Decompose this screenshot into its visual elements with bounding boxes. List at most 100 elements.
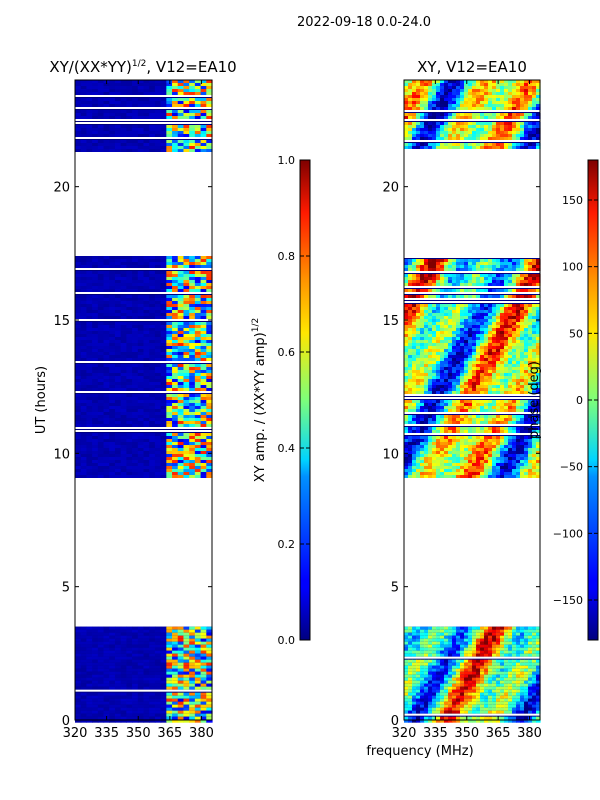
right-heatmap-cell (464, 322, 469, 325)
right-heatmap-cell (508, 346, 513, 349)
left-heatmap-cell (160, 719, 167, 723)
right-heatmap-cell (536, 719, 541, 723)
right-heatmap-cell (468, 259, 473, 262)
right-heatmap-cell (480, 665, 485, 669)
right-heatmap-cell (492, 716, 497, 720)
left-heatmap-cell (177, 83, 185, 86)
left-heatmap-cell (132, 710, 139, 714)
left-heatmap-cell (86, 698, 93, 702)
left-heatmap-cell (194, 475, 202, 478)
left-heatmap-cell (103, 89, 110, 92)
left-heatmap-cell (103, 397, 110, 400)
left-heatmap-cell (206, 259, 213, 262)
left-heatmap-cell (92, 421, 99, 424)
right-heatmap-cell (484, 659, 489, 663)
left-heatmap-cell (177, 671, 185, 675)
right-heatmap-cell (472, 692, 477, 696)
left-heatmap-cell (194, 289, 202, 292)
left-heatmap-cell (126, 89, 133, 92)
right-heatmap-cell (492, 701, 497, 705)
left-heatmap-cell (97, 322, 105, 325)
left-heatmap-cell (126, 629, 133, 633)
right-heatmap-cell (500, 310, 505, 313)
right-heatmap-cell (432, 289, 437, 292)
right-heatmap-cell (464, 328, 469, 331)
left-heatmap-cell (166, 98, 173, 101)
left-heatmap-cell (114, 283, 122, 286)
right-heatmap-cell (420, 352, 425, 355)
left-heatmap-cell (166, 134, 173, 137)
left-heatmap-cell (97, 671, 105, 675)
left-heatmap-cell (200, 698, 207, 702)
left-heatmap-cell (137, 140, 145, 143)
left-heatmap-cell (143, 424, 150, 427)
left-heatmap-cell (97, 385, 105, 388)
right-heatmap-cell (516, 686, 521, 690)
right-heatmap-cell (416, 283, 421, 286)
right-heatmap-cell (432, 644, 437, 648)
left-heatmap-cell (92, 635, 99, 639)
right-heatmap-cell (524, 283, 529, 286)
right-heatmap-cell (456, 325, 461, 328)
left-heatmap-cell (160, 629, 167, 633)
right-heatmap-cell (484, 710, 489, 714)
right-heatmap-cell (432, 259, 437, 262)
left-heatmap-cell (92, 406, 99, 409)
left-heatmap-cell (166, 143, 173, 146)
right-heatmap-cell (496, 304, 501, 307)
right-heatmap-cell (440, 277, 445, 280)
left-heatmap-cell (172, 641, 179, 645)
right-panel-title: XY, V12=EA10 (417, 58, 527, 76)
right-heatmap-cell (404, 677, 409, 681)
left-heatmap-cell (126, 665, 133, 669)
right-heatmap-cell (412, 689, 417, 693)
left-heatmap-cell (154, 343, 162, 346)
left-heatmap-cell (154, 668, 162, 672)
left-heatmap-cell (132, 104, 139, 107)
right-heatmap-cell (512, 283, 517, 286)
right-heatmap-cell (428, 334, 433, 337)
right-heatmap-cell (520, 349, 525, 352)
left-heatmap-cell (189, 683, 196, 687)
left-heatmap-cell (126, 98, 133, 101)
left-heatmap-cell (166, 433, 173, 436)
left-heatmap-cell (149, 331, 156, 334)
right-heatmap-cell (480, 316, 485, 319)
left-heatmap-cell (114, 322, 122, 325)
right-heatmap-cell (432, 343, 437, 346)
left-heatmap-cell (177, 424, 185, 427)
left-heatmap-cell (109, 265, 116, 268)
left-heatmap-cell (172, 472, 179, 475)
right-heatmap-cell (432, 265, 437, 268)
right-heatmap-cell (504, 710, 509, 714)
left-heatmap-cell (143, 313, 150, 316)
left-heatmap-cell (137, 98, 145, 101)
right-heatmap-cell (468, 304, 473, 307)
left-heatmap-cell (194, 364, 202, 367)
left-heatmap-cell (120, 116, 127, 119)
right-heatmap-cell (516, 665, 521, 669)
left-heatmap-cell (172, 677, 179, 681)
left-heatmap-cell (109, 331, 116, 334)
left-heatmap-cell (177, 418, 185, 421)
left-heatmap-cell (166, 104, 173, 107)
right-heatmap-cell (444, 289, 449, 292)
right-heatmap-cell (536, 262, 541, 265)
left-heatmap-cell (172, 433, 179, 436)
right-heatmap-cell (444, 626, 449, 630)
right-heatmap-cell (488, 719, 493, 723)
left-heatmap-cell (189, 644, 196, 648)
left-heatmap-cell (172, 364, 179, 367)
right-heatmap-cell (456, 331, 461, 334)
right-heatmap-cell (528, 644, 533, 648)
right-heatmap-cell (412, 665, 417, 669)
left-heatmap-cell (114, 149, 122, 152)
right-heatmap-cell (416, 680, 421, 684)
left-heatmap-cell (132, 466, 139, 469)
left-heatmap-cell (86, 256, 93, 259)
left-heatmap-cell (114, 719, 122, 723)
right-heatmap-cell (528, 662, 533, 666)
right-heatmap-cell (524, 686, 529, 690)
left-heatmap-cell (120, 385, 127, 388)
